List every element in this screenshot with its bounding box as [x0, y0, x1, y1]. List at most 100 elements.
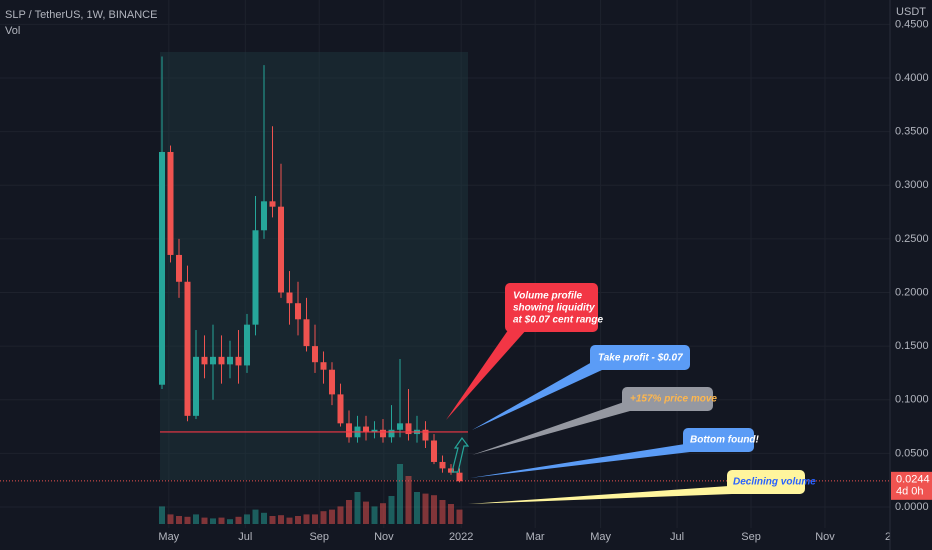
candle-body [430, 440, 437, 462]
candle-body [176, 254, 183, 282]
candle-body [337, 394, 344, 424]
pointer [472, 402, 630, 455]
candle-body [320, 362, 327, 370]
symbol-title: SLP / TetherUS, 1W, BINANCE [5, 9, 157, 21]
y-tick-label: 0.2000 [895, 286, 929, 298]
x-tick-label: May [590, 531, 611, 543]
marks [0, 56, 890, 524]
range-highlight [160, 52, 468, 480]
candle-body [303, 319, 310, 347]
volume-bar [371, 506, 378, 524]
countdown: 4d 0h [896, 486, 924, 498]
volume-bar [269, 516, 276, 524]
candle-body [311, 346, 318, 363]
volume-bar [193, 514, 200, 524]
volume-bar [379, 503, 386, 524]
candle-body [422, 429, 429, 441]
volume-bar [430, 495, 437, 524]
candle-body [294, 303, 301, 320]
volume-bar [218, 517, 225, 524]
callout-text: Take profit - $0.07 [598, 353, 683, 364]
volume-bar [456, 509, 463, 524]
callout [505, 283, 598, 332]
volume-bar [167, 514, 174, 524]
volume-bar [176, 516, 183, 524]
candle-body [447, 468, 454, 473]
volume-bar [201, 517, 208, 524]
candle-body [227, 356, 234, 365]
candle-body [379, 429, 386, 438]
candle-body [260, 201, 267, 231]
x-tick-label: Mar [526, 531, 545, 543]
volume-bar [354, 492, 361, 524]
last-price-badge [891, 471, 932, 500]
callout-text: Declining volume [733, 477, 816, 488]
volume-bar [303, 514, 310, 524]
callout-text: Bottom found! [690, 435, 760, 446]
x-tick-label: Jul [238, 531, 252, 543]
y-tick-label: 0.0500 [895, 447, 929, 459]
callout [590, 345, 690, 370]
callout-text: Volume profile [513, 291, 583, 302]
candle-body [371, 429, 378, 432]
callout [622, 387, 713, 411]
volume-bar [184, 516, 191, 524]
volume-bar [320, 511, 327, 524]
volume-bar [337, 506, 344, 524]
candle-body [210, 356, 217, 365]
volume-bar [235, 516, 242, 524]
y-tick-label: 0.3500 [895, 126, 929, 138]
x-tick-label: Sep [741, 531, 761, 543]
candle-body [396, 423, 403, 430]
volume-bar [439, 500, 446, 524]
y-tick-label: 0.4500 [895, 18, 929, 30]
y-tick-label: 0.2500 [895, 233, 929, 245]
currency: USDT [896, 6, 926, 18]
pointer [470, 444, 690, 478]
pointer [446, 320, 535, 420]
volume-bar [396, 464, 403, 524]
annotations: Volume profile showing liquidity at $0.0… [446, 283, 816, 504]
volume-bar [413, 492, 420, 524]
candle-body [456, 472, 463, 482]
x-tick-label: May [158, 531, 179, 543]
volume-bar [405, 476, 412, 524]
callout [727, 470, 805, 494]
callout-text: +157% price move [630, 394, 717, 405]
candle-body [167, 151, 174, 255]
arrow [451, 436, 470, 473]
volume-bar [388, 496, 395, 524]
candle-body [345, 423, 352, 438]
y-tick-label: 0.0000 [895, 501, 929, 513]
volume-bar [422, 493, 429, 524]
y-tick-label: 0.1000 [895, 394, 929, 406]
volume-bar [260, 512, 267, 524]
pointer [468, 486, 732, 504]
x-tick-label: Nov [374, 531, 394, 543]
volume-bar [277, 515, 284, 524]
candle-body [405, 423, 412, 435]
y-tick-label: 0.1500 [895, 340, 929, 352]
volume-bar [244, 514, 251, 524]
candle-body [244, 324, 251, 366]
x-tick-label: Nov [815, 531, 835, 543]
volume-label: Vol [5, 25, 20, 37]
volume-bar [362, 501, 369, 524]
volume-bar [294, 516, 301, 524]
volume-bar [252, 509, 259, 524]
candle-body [328, 369, 335, 395]
x-tick-label: Jul [670, 531, 684, 543]
last-price-label: 0.0244 [896, 474, 930, 486]
candle-body [439, 461, 446, 469]
price-axis-labels: 0.0000 0.0500 0.1000 0.1500 0.2000 0.2500 0.30… [895, 18, 929, 513]
candle-body [269, 201, 276, 207]
volume-bar [447, 504, 454, 524]
candle-body [252, 230, 259, 325]
callout-text: showing liquidity [513, 303, 595, 314]
volume-bar [328, 509, 335, 524]
y-tick-label: 0.3000 [895, 179, 929, 191]
candle-body [277, 206, 284, 293]
candle-body [184, 281, 191, 416]
